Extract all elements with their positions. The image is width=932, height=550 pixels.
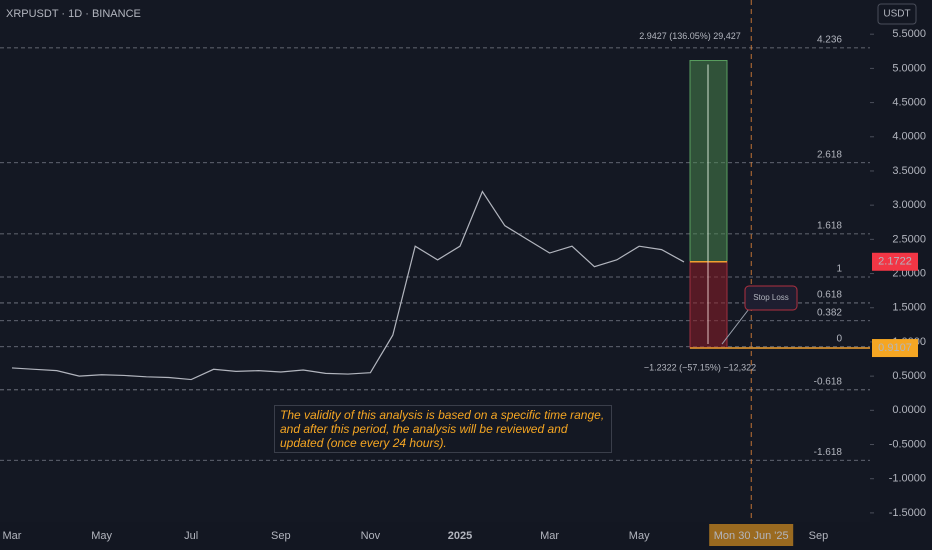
- price-axis-bg: [870, 0, 932, 550]
- fib-label: 2.618: [817, 149, 842, 160]
- y-tick-label: -1.5000: [889, 507, 926, 519]
- fib-label: -1.618: [814, 447, 843, 458]
- y-tick-label: 3.0000: [892, 199, 926, 211]
- fib-label: -0.618: [814, 376, 843, 387]
- entry-badge: [872, 252, 918, 271]
- y-tick-label: 4.5000: [892, 96, 926, 108]
- crosshair-label: Mon 30 Jun '25: [714, 530, 789, 542]
- currency: USDT: [883, 9, 910, 20]
- x-tick-label: May: [629, 530, 650, 542]
- fib-label: 1: [836, 264, 842, 275]
- x-tick-label: 2025: [448, 530, 472, 542]
- y-tick-label: -1.0000: [889, 473, 926, 485]
- entry-badge-label: 2.1722: [878, 256, 912, 268]
- y-tick-label: 1.5000: [892, 302, 926, 314]
- x-tick-label: Sep: [809, 530, 829, 542]
- fib-label: 0.382: [817, 307, 842, 318]
- target-label: 2.9427 (136.05%) 29,427: [639, 31, 741, 41]
- y-tick-label: -0.5000: [889, 438, 926, 450]
- y-tick-label: 0.0000: [892, 404, 926, 416]
- x-tick-label: Jul: [184, 530, 198, 542]
- stop-badge-label: 0.9107: [878, 342, 912, 354]
- stop-badge: [872, 339, 918, 358]
- y-tick-label: 0.5000: [892, 370, 926, 382]
- fib-label: 0.618: [817, 290, 842, 301]
- fib-label: 4.236: [817, 35, 842, 46]
- currency-box: [877, 3, 917, 25]
- fib-label: 1.618: [817, 221, 842, 232]
- stop-note: Stop Loss: [753, 293, 789, 302]
- x-tick-label: Mar: [3, 530, 22, 542]
- annotation: The validity of this analysis is based o…: [274, 405, 612, 453]
- y-tick-label: 3.5000: [892, 165, 926, 177]
- x-tick-label: Mar: [540, 530, 559, 542]
- x-tick-label: Nov: [361, 530, 381, 542]
- y-tick-label: 5.0000: [892, 62, 926, 74]
- callout: [721, 304, 753, 345]
- x-tick-label: May: [91, 530, 112, 542]
- callout-box: [744, 285, 798, 311]
- crosshair-badge: [709, 524, 794, 546]
- y-tick-label: 2.5000: [892, 233, 926, 245]
- chart-title: XRPUSDT · 1D · BINANCE: [6, 8, 141, 20]
- y-tick-label: 5.5000: [892, 28, 926, 40]
- stop-label: −1.2322 (−57.15%) −12,322: [644, 362, 756, 372]
- y-tick-label: 4.0000: [892, 131, 926, 143]
- price-line: [11, 190, 685, 381]
- fib-label: 0: [836, 333, 842, 344]
- x-tick-label: Sep: [271, 530, 291, 542]
